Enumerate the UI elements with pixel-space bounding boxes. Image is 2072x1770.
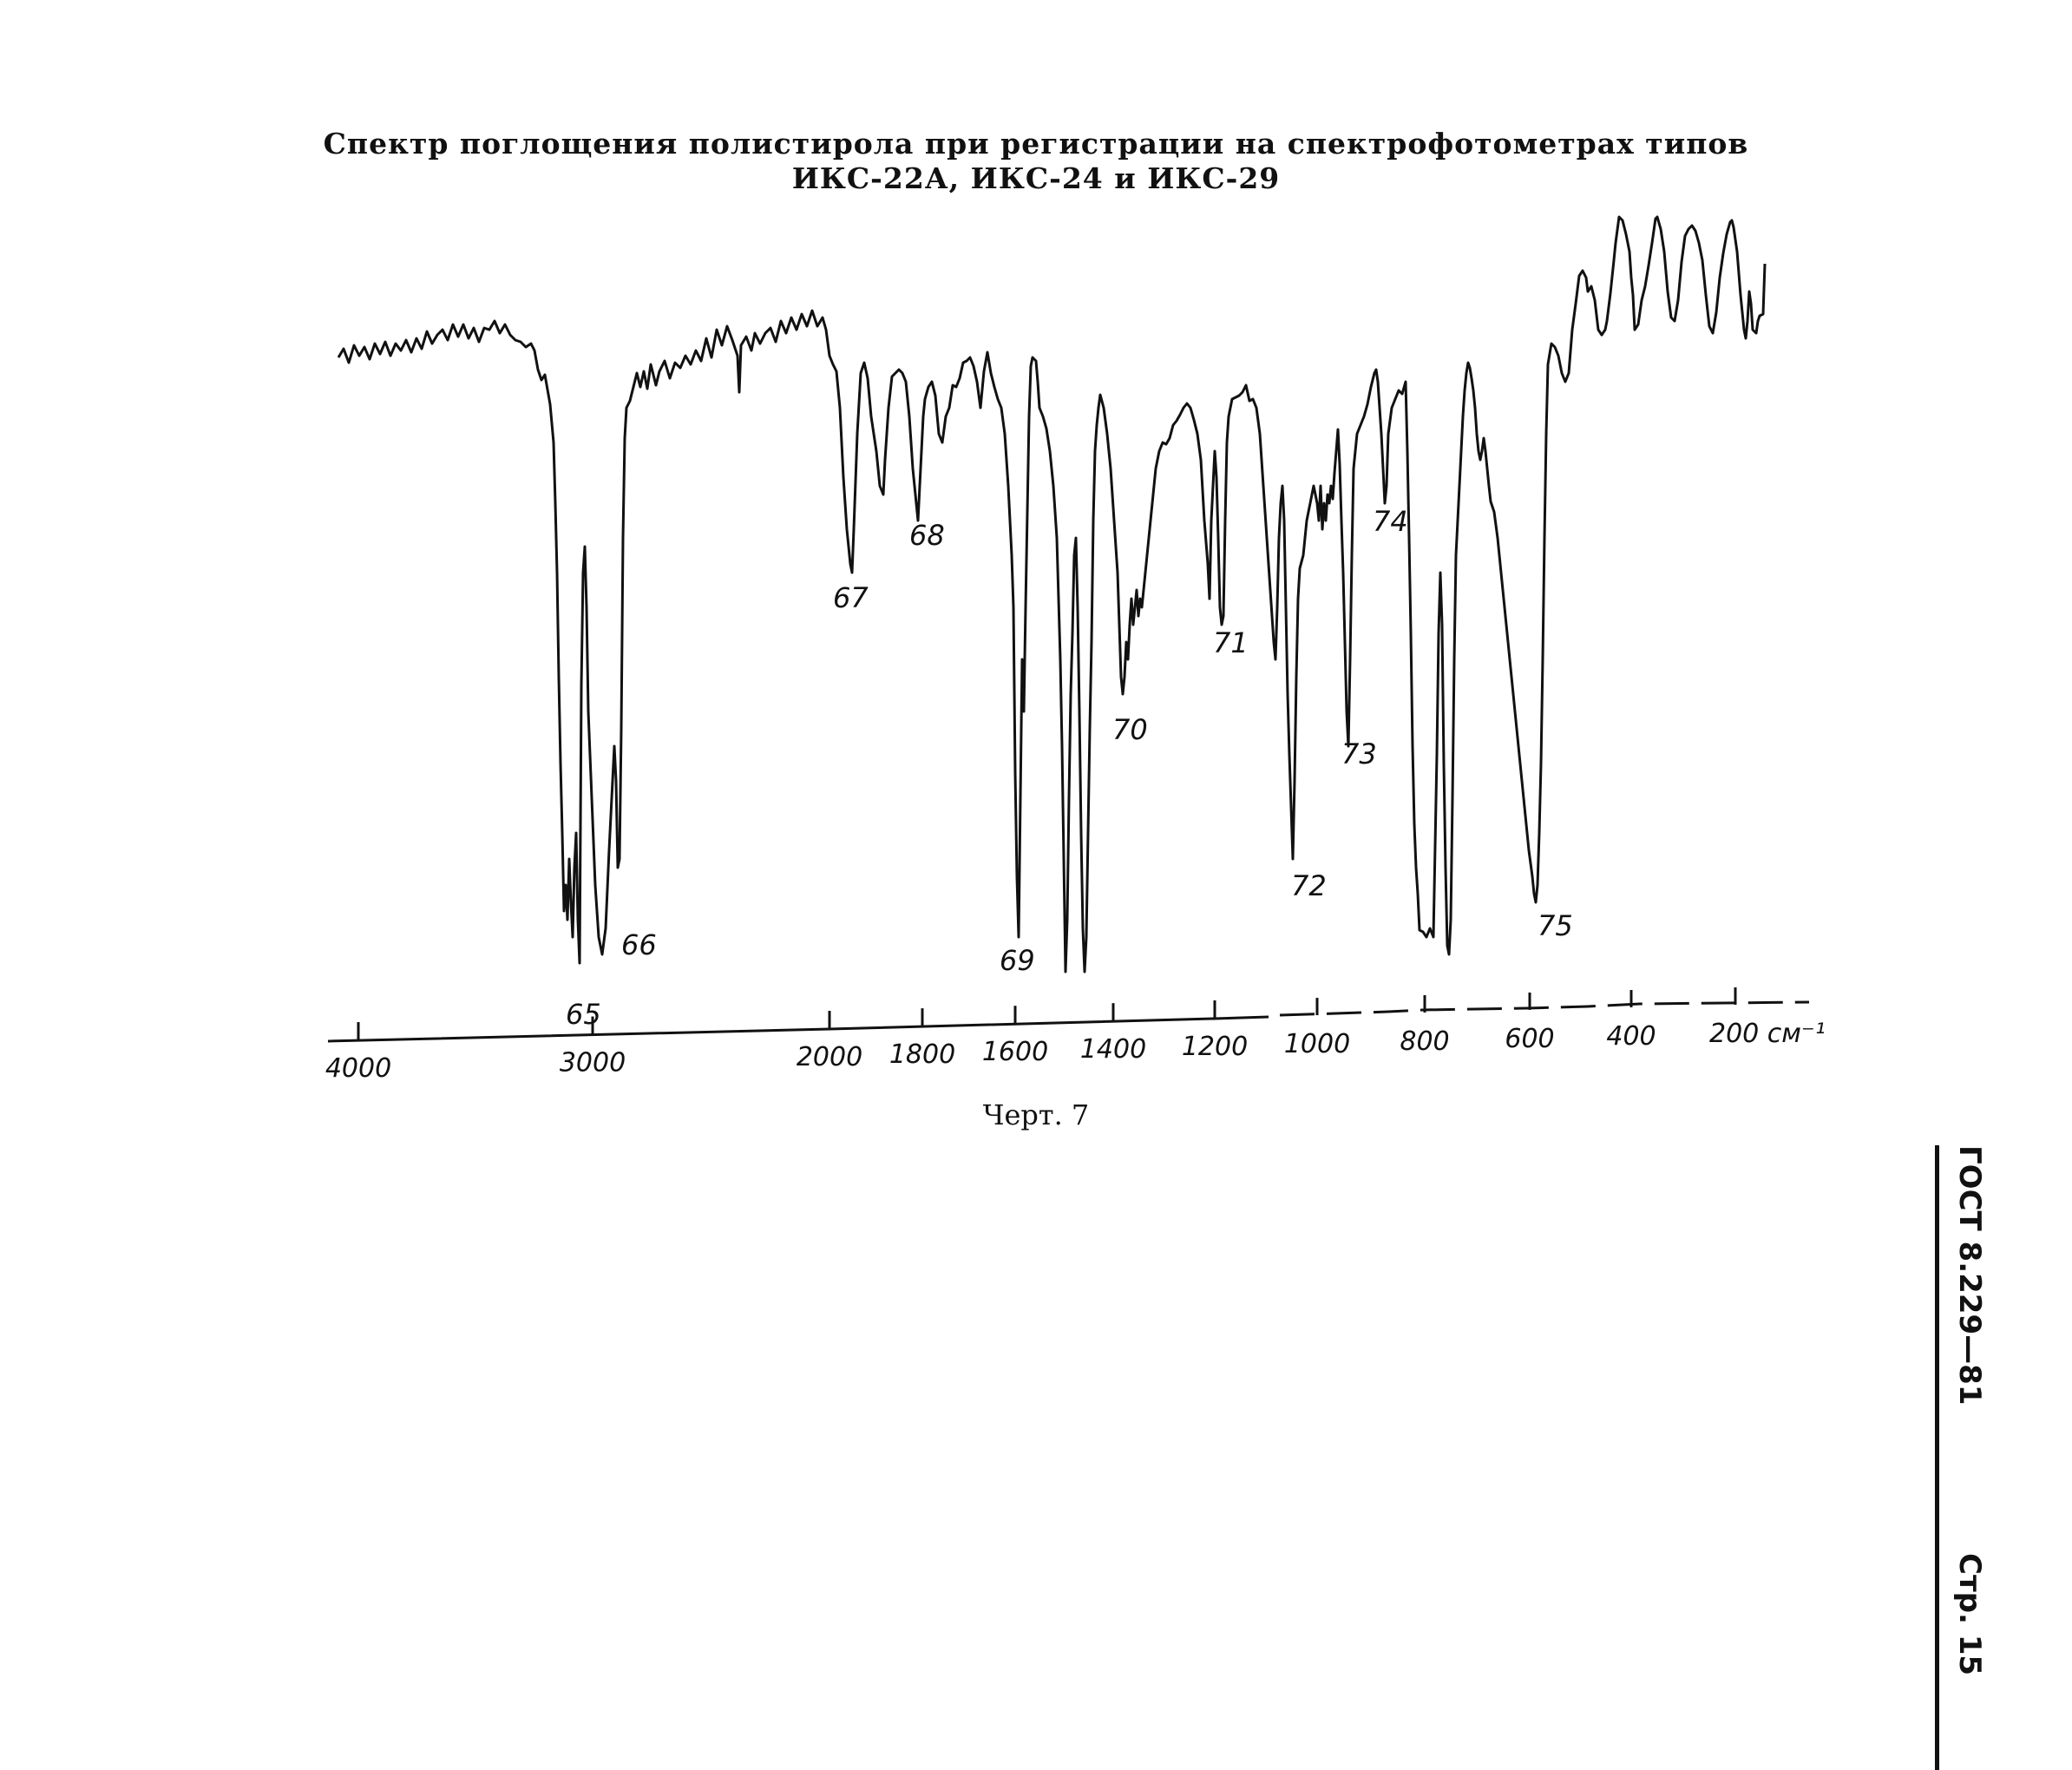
ir-spectrum-chart: 4000 3000 2000 1800 1600 1400 1200 1000 800 600 40… (325, 215, 1826, 1084)
figure-caption: Черт. 7 (982, 1098, 1090, 1131)
peak-label-65: 65 (566, 998, 601, 1031)
peak-label-72: 72 (1291, 869, 1327, 902)
x-axis-ticks: 4000 3000 2000 1800 1600 1400 1200 1000 800 600 40… (325, 987, 1826, 1084)
peak-label-73: 73 (1341, 738, 1377, 770)
x-tick-label: 1400 (1080, 1034, 1146, 1065)
x-axis (327, 1000, 1810, 1043)
peak-labels: 65 66 67 68 69 70 71 72 73 74 75 (566, 505, 1573, 1031)
x-tick-label: 800 (1400, 1026, 1449, 1057)
x-axis-line (327, 1015, 1269, 1043)
peak-label-69: 69 (1000, 944, 1035, 977)
x-tick-label: 1200 (1182, 1032, 1248, 1062)
chart-title-line-1: Спектр поглощения полистирола при регист… (323, 127, 1749, 161)
x-tick-label: 2000 (797, 1042, 862, 1072)
x-tick-label: 600 (1505, 1024, 1554, 1054)
x-tick-label: 1600 (982, 1037, 1048, 1067)
header-rule (1935, 1145, 1939, 1770)
x-tick-label: 400 (1606, 1021, 1656, 1052)
standard-number: ГОСТ 8.229—81 (1952, 1145, 1987, 1406)
peak-label-66: 66 (621, 928, 657, 961)
page-number: Стр. 15 (1952, 1553, 1987, 1676)
peak-label-74: 74 (1373, 505, 1408, 538)
x-tick-label: 1000 (1284, 1029, 1350, 1059)
peak-label-71: 71 (1213, 626, 1249, 659)
peak-label-68: 68 (909, 519, 945, 552)
page-header-vertical: ГОСТ 8.229—81 Стр. 15 (1935, 1145, 1987, 1770)
x-tick-label: 200 см⁻¹ (1709, 1019, 1826, 1049)
x-axis-line-dashed (1279, 1000, 1810, 1017)
spectrum-line (337, 215, 1767, 974)
peak-label-70: 70 (1112, 713, 1148, 746)
x-tick-label: 4000 (325, 1053, 391, 1084)
peak-label-75: 75 (1538, 909, 1573, 942)
x-tick-label: 3000 (560, 1048, 626, 1078)
peak-label-67: 67 (833, 581, 869, 614)
chart-title-line-2: ИКС-22А, ИКС-24 и ИКС-29 (791, 161, 1281, 195)
x-tick-label: 1800 (889, 1039, 955, 1070)
